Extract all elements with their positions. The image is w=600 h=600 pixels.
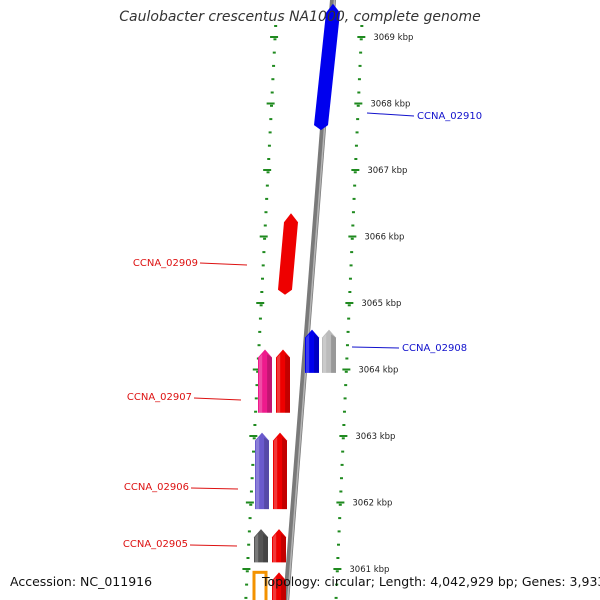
right-tick-track — [333, 25, 366, 599]
scale-tick-label: 3063 kbp — [355, 432, 395, 442]
gene-body — [314, 3, 340, 131]
gene-partial-orange[interactable] — [252, 570, 268, 600]
gene-body — [276, 349, 290, 413]
gene-highlight — [273, 576, 277, 600]
gene-body — [272, 529, 286, 563]
gene-ccna-02907[interactable] — [258, 349, 272, 413]
gene-ccna-02908-companion[interactable] — [322, 329, 336, 373]
label-leader-line — [189, 544, 238, 547]
gene-shade — [281, 533, 286, 563]
gene-body — [305, 329, 319, 373]
gene-ccna-02906-companion[interactable] — [273, 432, 287, 510]
gene-label-ccna-02908[interactable]: CCNA_02908 — [402, 343, 467, 354]
label-leader-line — [199, 262, 248, 266]
gene-label-ccna-02905[interactable]: CCNA_02905 — [123, 539, 188, 550]
gene-labels: CCNA_02910 CCNA_02909 CCNA_02908 CCNA_02907… — [123, 111, 482, 550]
scale-tick-label: 3065 kbp — [361, 299, 401, 309]
gene-highlight — [306, 334, 310, 373]
gene-body — [273, 432, 287, 510]
gene-body — [322, 329, 336, 373]
gene-ccna-02905-companion[interactable] — [272, 529, 286, 563]
gene-label-ccna-02910[interactable]: CCNA_02910 — [417, 111, 482, 122]
gene-highlight — [277, 353, 281, 413]
gene-body — [252, 570, 268, 600]
gene-ccna-02905[interactable] — [254, 529, 268, 563]
gene-ccna-02906[interactable] — [255, 432, 269, 510]
gene-highlight — [273, 533, 277, 563]
scale-tick-label: 3069 kbp — [373, 33, 413, 43]
gene-body — [272, 572, 286, 600]
label-leader-line — [366, 112, 415, 117]
gene-body — [258, 349, 272, 413]
gene-shade — [264, 437, 269, 510]
gene-highlight — [256, 437, 260, 510]
gene-label-ccna-02909[interactable]: CCNA_02909 — [133, 258, 198, 269]
scale-tick-label: 3068 kbp — [370, 100, 410, 110]
label-leader-line — [190, 487, 239, 490]
gene-label-ccna-02907[interactable]: CCNA_02907 — [127, 392, 192, 403]
gene-highlight — [274, 437, 278, 510]
gene-highlight — [259, 353, 263, 413]
gene-shade — [331, 334, 336, 373]
gene-body — [254, 529, 268, 563]
gene-shade — [282, 437, 287, 510]
gene-shade — [263, 533, 268, 563]
topology-text: Topology: circular; Length: 4,042,929 bp… — [262, 574, 600, 589]
gene-shade — [285, 354, 290, 413]
gene-partial-red[interactable] — [272, 572, 286, 600]
label-leader-line — [351, 346, 400, 349]
gene-body — [278, 213, 298, 295]
gene-label-ccna-02906[interactable]: CCNA_02906 — [124, 482, 189, 493]
gene-ccna-02910[interactable] — [314, 3, 340, 131]
scale-tick-label: 3061 kbp — [349, 565, 389, 575]
gene-shade — [281, 577, 286, 600]
gene-ccna-02909[interactable] — [278, 213, 298, 295]
scale-tick-label: 3067 kbp — [367, 166, 407, 176]
gene-ccna-02907-companion[interactable] — [276, 349, 290, 413]
gene-shade — [314, 334, 319, 373]
scale-tick-label: 3066 kbp — [364, 233, 404, 243]
left-tick-track — [242, 25, 279, 599]
genes-layer — [252, 3, 340, 600]
accession-text: Accession: NC_011916 — [10, 574, 153, 589]
label-leader-line — [193, 397, 242, 401]
scale-tick-label: 3064 kbp — [358, 366, 398, 376]
gene-body — [255, 432, 269, 510]
gene-highlight — [323, 334, 327, 373]
gene-ccna-02908[interactable] — [305, 329, 319, 373]
scale-tick-label: 3062 kbp — [352, 499, 392, 509]
scale-labels: 3069 kbp 3068 kbp 3067 kbp 3066 kbp 3065 kbp… — [349, 33, 413, 575]
map-title: Caulobacter crescentus NA1000, complete … — [119, 9, 481, 25]
gene-shade — [267, 354, 272, 413]
gene-highlight — [255, 533, 259, 563]
